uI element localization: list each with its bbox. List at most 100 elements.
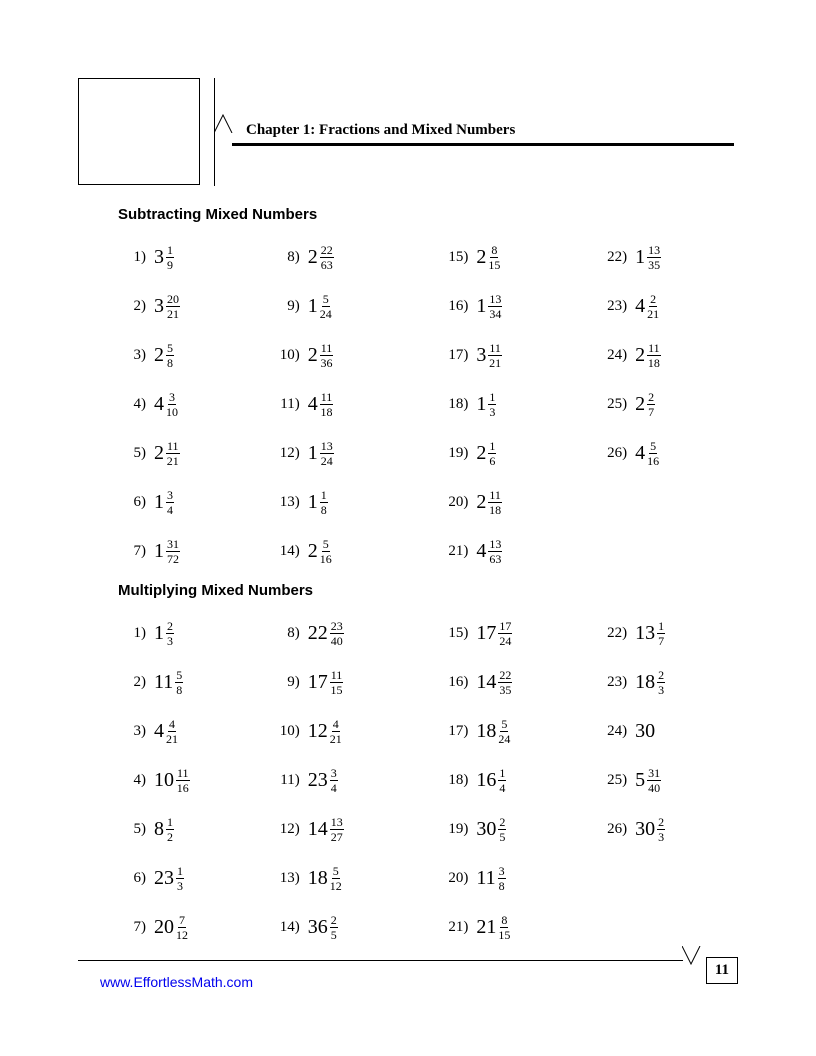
numerator: 1: [176, 865, 184, 879]
item-number: 8): [272, 625, 304, 642]
item-number: 23): [599, 298, 631, 315]
fraction: 712: [176, 914, 188, 941]
answer-item: 24)30: [599, 707, 728, 756]
whole-number: 3: [154, 246, 164, 269]
denominator: 12: [176, 928, 188, 941]
whole-number: 36: [308, 916, 328, 939]
denominator: 16: [177, 781, 189, 794]
footer-notch: [682, 946, 702, 971]
numerator: 1: [166, 816, 174, 830]
answer-item: 2)1158: [118, 658, 272, 707]
whole-number: 3: [154, 295, 164, 318]
denominator: 18: [321, 405, 333, 418]
numerator: 4: [332, 718, 340, 732]
numerator: 7: [178, 914, 186, 928]
denominator: 21: [330, 732, 342, 745]
item-number: 23): [599, 674, 631, 691]
numerator: 1: [657, 620, 665, 634]
item-number: 15): [440, 249, 472, 266]
denominator: 21: [167, 454, 179, 467]
item-number: 6): [118, 494, 150, 511]
numerator: 5: [322, 538, 330, 552]
fraction: 16: [488, 440, 496, 467]
fraction: 13: [176, 865, 184, 892]
fraction: 2263: [320, 244, 334, 271]
item-number: 17): [440, 347, 472, 364]
numerator: 1: [166, 244, 174, 258]
answer-column: 8)2223409)17111510)1242111)233412)141327…: [272, 609, 441, 952]
fraction: 524: [320, 293, 332, 320]
answer-item: 18)1614: [440, 756, 599, 805]
numerator: 1: [320, 489, 328, 503]
denominator: 9: [167, 258, 173, 271]
answer-item: 15)2815: [440, 233, 599, 282]
item-number: 10): [272, 347, 304, 364]
whole-number: 1: [308, 491, 318, 514]
fraction: 1115: [330, 669, 344, 696]
item-number: 2): [118, 298, 150, 315]
denominator: 10: [166, 405, 178, 418]
fraction: 34: [330, 767, 338, 794]
denominator: 4: [167, 503, 173, 516]
fraction: 14: [498, 767, 506, 794]
denominator: 40: [648, 781, 660, 794]
fraction: 1335: [647, 244, 661, 271]
numerator: 2: [649, 293, 657, 307]
fraction: 3140: [647, 767, 661, 794]
denominator: 35: [648, 258, 660, 271]
denominator: 6: [489, 454, 495, 467]
fraction: 2235: [498, 669, 512, 696]
item-number: 12): [272, 445, 304, 462]
whole-number: 2: [308, 540, 318, 563]
numerator: 23: [330, 620, 344, 634]
answer-item: 19)216: [440, 429, 599, 478]
whole-number: 4: [154, 720, 164, 743]
item-number: 20): [440, 494, 472, 511]
numerator: 20: [166, 293, 180, 307]
answer-item: 19)3025: [440, 805, 599, 854]
numerator: 5: [332, 865, 340, 879]
answer-item: 5)21121: [118, 429, 272, 478]
whole-number: 1: [476, 295, 486, 318]
numerator: 4: [168, 718, 176, 732]
whole-number: 30: [635, 720, 655, 743]
denominator: 15: [331, 683, 343, 696]
answer-item: 14)3625: [272, 903, 441, 952]
item-number: 7): [118, 919, 150, 936]
fraction: 25: [330, 914, 338, 941]
fraction: 1136: [320, 342, 334, 369]
numerator: 11: [176, 767, 190, 781]
fraction: 421: [166, 718, 178, 745]
section-title: Multiplying Mixed Numbers: [118, 582, 728, 599]
denominator: 7: [658, 634, 664, 647]
numerator: 11: [488, 342, 502, 356]
chapter-title: Chapter 1: Fractions and Mixed Numbers: [232, 122, 734, 146]
answer-item: 22)11335: [599, 233, 728, 282]
fraction: 25: [498, 816, 506, 843]
whole-number: 2: [476, 246, 486, 269]
denominator: 3: [167, 634, 173, 647]
numerator: 1: [488, 391, 496, 405]
denominator: 8: [321, 503, 327, 516]
fraction: 2021: [166, 293, 180, 320]
numerator: 13: [320, 440, 334, 454]
denominator: 7: [648, 405, 654, 418]
numerator: 2: [657, 669, 665, 683]
whole-number: 14: [476, 671, 496, 694]
fraction: 58: [166, 342, 174, 369]
answer-column: 22)1133523)422124)2111825)22726)4516: [599, 233, 728, 576]
whole-number: 2: [308, 344, 318, 367]
fraction: 27: [647, 391, 655, 418]
denominator: 16: [647, 454, 659, 467]
numerator: 1: [488, 440, 496, 454]
denominator: 18: [489, 503, 501, 516]
fraction: 221: [647, 293, 659, 320]
denominator: 21: [647, 307, 659, 320]
whole-number: 30: [635, 818, 655, 841]
fraction: 23: [657, 669, 665, 696]
answer-item: 8)222340: [272, 609, 441, 658]
numerator: 8: [490, 244, 498, 258]
answer-item: 24)21118: [599, 331, 728, 380]
numerator: 3: [166, 489, 174, 503]
whole-number: 2: [308, 246, 318, 269]
